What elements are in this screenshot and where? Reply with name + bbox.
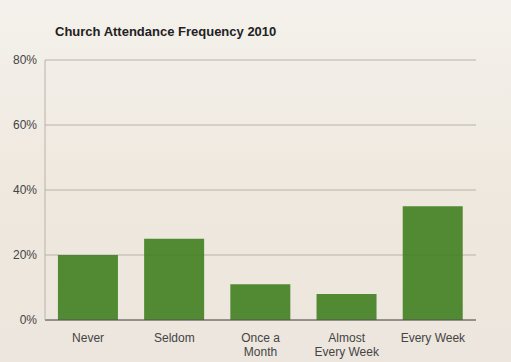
svg-text:40%: 40% [13,183,37,197]
svg-text:Every Week: Every Week [401,331,466,345]
html-text:Church Attendance Frequency 20: Church Attendance Frequency 2010 [55,24,277,39]
svg-text:Seldom: Seldom [154,331,195,345]
svg-text:80%: 80% [13,53,37,67]
svg-text:20%: 20% [13,248,37,262]
svg-text:0%: 0% [20,313,38,327]
svg-text:60%: 60% [13,118,37,132]
svg-text:Never: Never [72,331,104,345]
svg-text:Once aMonth: Once aMonth [241,331,280,359]
svg-text:AlmostEvery Week: AlmostEvery Week [314,331,379,359]
